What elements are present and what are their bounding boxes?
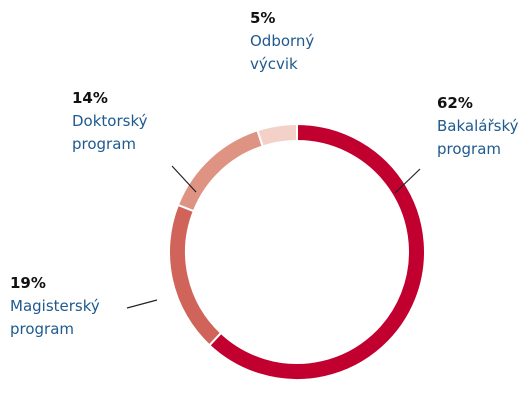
- leader-line: [171, 165, 197, 193]
- slice-label: 19% Magisterský program: [10, 272, 120, 341]
- slice-label: 5% Odborný výcvik: [250, 7, 350, 76]
- slice: [168, 203, 223, 347]
- leader-line: [394, 168, 421, 194]
- slice: [256, 122, 298, 148]
- category-label: Magisterský program: [10, 297, 100, 338]
- slice: [207, 122, 426, 381]
- value-label: 14%: [72, 89, 108, 107]
- category-label: Bakalářský program: [437, 117, 519, 158]
- leader-line: [126, 299, 158, 309]
- value-label: 19%: [10, 274, 46, 292]
- slice-label: 14% Doktorský program: [72, 87, 172, 156]
- value-label: 5%: [250, 9, 276, 27]
- category-label: Odborný výcvik: [250, 32, 315, 73]
- slices: [168, 122, 426, 381]
- slice: [176, 129, 264, 213]
- category-label: Doktorský program: [72, 112, 148, 153]
- value-label: 62%: [437, 94, 473, 112]
- slice-label: 62% Bakalářský program: [437, 92, 530, 161]
